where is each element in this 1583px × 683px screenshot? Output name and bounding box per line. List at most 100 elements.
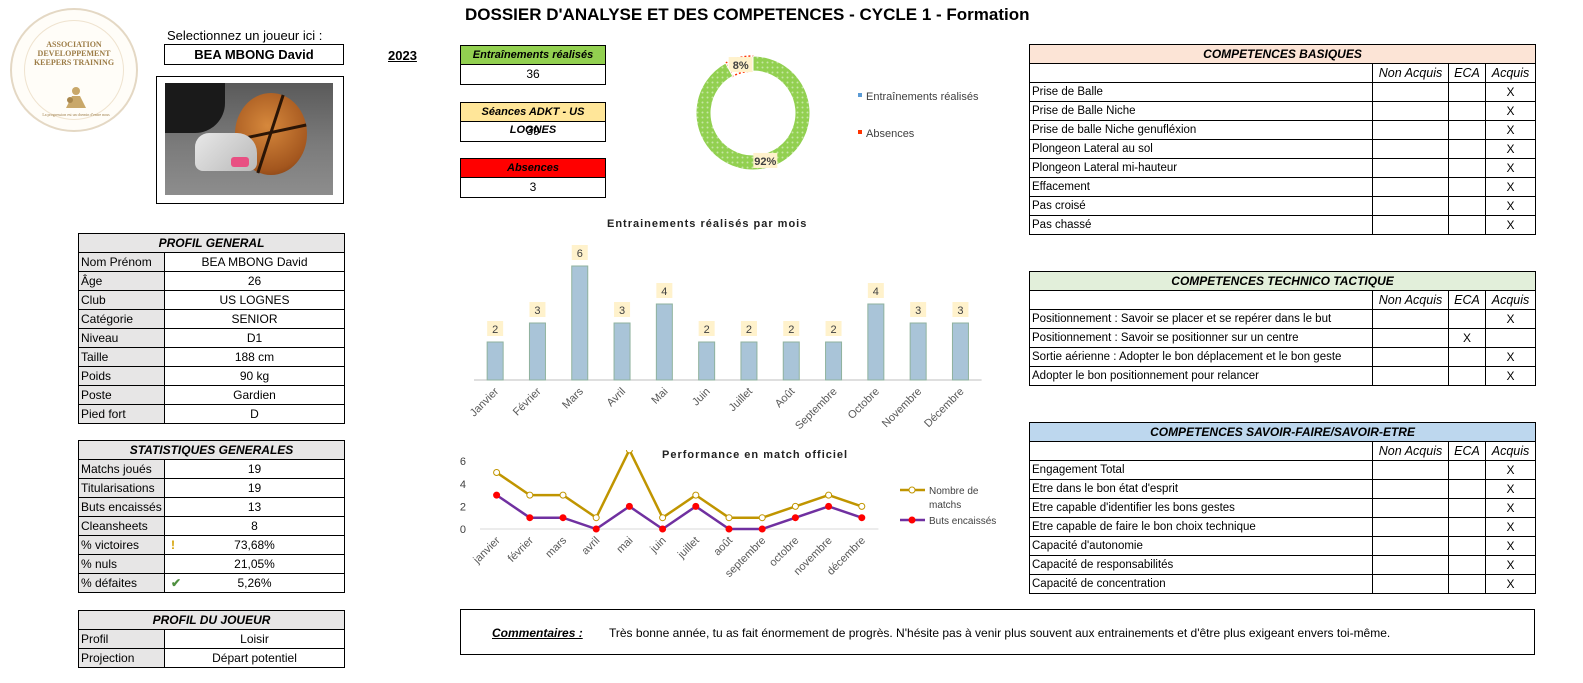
competence-mark-na[interactable] <box>1372 309 1449 329</box>
profil-value: D <box>163 404 346 424</box>
competence-mark-eca[interactable] <box>1448 215 1486 235</box>
line-point <box>825 502 833 510</box>
competence-mark-acq[interactable]: X <box>1484 536 1537 556</box>
competence-mark-eca[interactable] <box>1448 82 1486 102</box>
competence-mark-na[interactable] <box>1372 517 1449 537</box>
donut-slice <box>695 55 811 171</box>
competence-mark-acq[interactable]: X <box>1484 82 1537 102</box>
competence-mark-eca[interactable] <box>1448 347 1486 367</box>
line-category-label: juillet <box>675 535 702 562</box>
competence-row: Adopter le bon positionnement pour relan… <box>1029 366 1537 386</box>
competence-mark-na[interactable] <box>1372 139 1449 159</box>
competence-mark-eca[interactable] <box>1448 309 1486 329</box>
bar-data-label: 2 <box>704 324 710 336</box>
photo-shoe-accent <box>231 157 249 167</box>
competence-mark-na[interactable] <box>1372 120 1449 140</box>
stat-value-text: 19 <box>247 481 262 495</box>
profil-row: Catégorie SENIOR <box>78 309 346 329</box>
competence-mark-na[interactable] <box>1372 196 1449 216</box>
competence-mark-na[interactable] <box>1372 215 1449 235</box>
competence-mark-eca[interactable] <box>1448 177 1486 197</box>
bar-category-label: Juillet <box>727 386 755 414</box>
profil-value-text: D1 <box>246 331 263 345</box>
header-blank-cell <box>1029 290 1373 310</box>
competence-mark-eca[interactable] <box>1448 366 1486 386</box>
competence-mark-na[interactable] <box>1372 498 1449 518</box>
competence-label: Prise de balle Niche genufléxion <box>1029 120 1373 140</box>
line-legend-marker <box>908 486 916 494</box>
bar-label-bg <box>487 321 504 336</box>
competence-mark-na[interactable] <box>1372 82 1449 102</box>
competence-mark-acq[interactable] <box>1484 328 1537 348</box>
line-point <box>625 450 633 454</box>
bar-category-label: Décembre <box>922 386 966 430</box>
competence-mark-eca[interactable] <box>1448 574 1486 594</box>
competence-mark-na[interactable] <box>1372 366 1449 386</box>
competence-mark-acq[interactable]: X <box>1484 574 1537 594</box>
competence-mark-eca[interactable] <box>1448 139 1486 159</box>
competence-mark-acq[interactable]: X <box>1484 517 1537 537</box>
stat-label: % victoires <box>78 535 165 555</box>
competence-mark-acq[interactable]: X <box>1484 101 1537 121</box>
profil-joueur-label: Projection <box>78 648 165 668</box>
player-selector[interactable]: BEA MBONG David <box>164 44 344 65</box>
competence-mark-eca[interactable] <box>1448 101 1486 121</box>
stat-row: Buts encaissés 13 <box>78 497 346 517</box>
competence-mark-acq[interactable]: X <box>1484 215 1537 235</box>
competence-mark-na[interactable] <box>1372 460 1449 480</box>
competence-mark-acq[interactable]: X <box>1484 460 1537 480</box>
competence-label: Prise de Balle Niche <box>1029 101 1373 121</box>
competence-mark-eca[interactable] <box>1448 536 1486 556</box>
stat-value-text: 19 <box>247 462 262 476</box>
profil-value-text: 188 cm <box>234 350 275 364</box>
competence-mark-na[interactable] <box>1372 479 1449 499</box>
comment-text[interactable]: Très bonne année, tu as fait énormement … <box>609 626 1391 640</box>
line-point <box>858 514 866 522</box>
logo-text: ASSOCIATION DEVELOPPEMENT KEEPERS TRAINI… <box>33 40 115 67</box>
competence-mark-acq[interactable]: X <box>1484 347 1537 367</box>
stat-row: % défaites ✔ 5,26% <box>78 573 346 593</box>
competence-mark-eca[interactable] <box>1448 517 1486 537</box>
competence-mark-na[interactable] <box>1372 328 1449 348</box>
competence-mark-acq[interactable]: X <box>1484 479 1537 499</box>
profil-value-text: BEA MBONG David <box>201 255 308 269</box>
competence-mark-na[interactable] <box>1372 555 1449 575</box>
competence-mark-acq[interactable]: X <box>1484 177 1537 197</box>
competence-mark-na[interactable] <box>1372 536 1449 556</box>
competence-mark-acq[interactable]: X <box>1484 366 1537 386</box>
line-point <box>692 491 700 499</box>
competence-mark-na[interactable] <box>1372 158 1449 178</box>
competence-mark-eca[interactable]: X <box>1448 328 1486 348</box>
line-point <box>592 514 600 522</box>
competence-mark-eca[interactable] <box>1448 120 1486 140</box>
bar-label-bg <box>952 302 969 317</box>
logo-motto: La progression est un chemin d'entre nou… <box>42 112 110 117</box>
competence-mark-eca[interactable] <box>1448 196 1486 216</box>
competence-mark-na[interactable] <box>1372 177 1449 197</box>
competence-mark-acq[interactable]: X <box>1484 196 1537 216</box>
competence-row: Pas croisé X <box>1029 196 1537 216</box>
profil-label: Pied fort <box>78 404 165 424</box>
competence-mark-acq[interactable]: X <box>1484 555 1537 575</box>
competence-mark-acq[interactable]: X <box>1484 120 1537 140</box>
line-point <box>758 525 766 533</box>
competence-mark-eca[interactable] <box>1448 555 1486 575</box>
competence-mark-acq[interactable]: X <box>1484 158 1537 178</box>
competence-mark-na[interactable] <box>1372 347 1449 367</box>
profil-value: D1 <box>163 328 346 348</box>
competence-mark-eca[interactable] <box>1448 158 1486 178</box>
competence-column-header: Non Acquis <box>1372 290 1449 310</box>
bar-data-label: 3 <box>915 305 921 317</box>
competence-mark-eca[interactable] <box>1448 460 1486 480</box>
competence-mark-eca[interactable] <box>1448 479 1486 499</box>
competences-basiques-table: COMPETENCES BASIQUES Non Acquis ECA Acquis P… <box>1028 44 1537 235</box>
competence-mark-eca[interactable] <box>1448 498 1486 518</box>
competence-mark-acq[interactable]: X <box>1484 309 1537 329</box>
competence-column-header: ECA <box>1448 441 1486 461</box>
checkmark-icon: ✔ <box>171 576 182 590</box>
competence-mark-acq[interactable]: X <box>1484 498 1537 518</box>
competence-label: Prise de Balle <box>1029 82 1373 102</box>
competence-mark-na[interactable] <box>1372 574 1449 594</box>
competence-mark-acq[interactable]: X <box>1484 139 1537 159</box>
competence-mark-na[interactable] <box>1372 101 1449 121</box>
